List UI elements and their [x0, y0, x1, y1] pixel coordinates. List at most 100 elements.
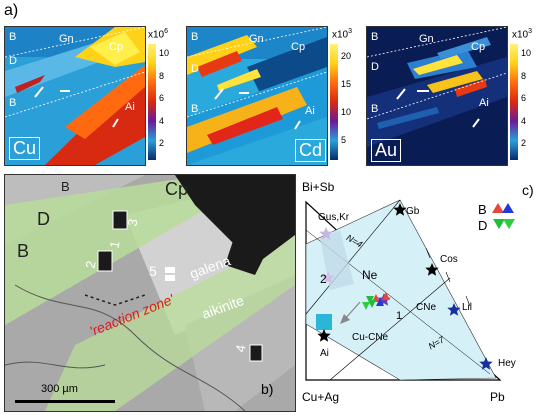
star-cos: [425, 263, 439, 276]
cu-tick: 2: [159, 138, 165, 148]
cd-scale-ticks: 20 15 10 5: [341, 42, 351, 154]
cd-tick: 20: [341, 51, 352, 61]
panel-b-label-cp: Cp: [165, 179, 189, 199]
data-triangle-1: [376, 298, 384, 306]
cd-label-ai: Ai: [305, 105, 315, 117]
cu-tick: 10: [159, 48, 170, 58]
label-ai: Ai: [320, 348, 329, 359]
ternary-diagram: [305, 199, 502, 381]
panel-a: a) B D B Gn Cp Ai Cu x106 10 8: [0, 0, 550, 168]
label-gb: Gb: [406, 206, 420, 217]
cd-label-b1: B: [191, 31, 199, 43]
legend-triangles-b: [492, 203, 515, 213]
cu-exponent-power: 6: [164, 28, 169, 35]
ai-square-marker: [316, 314, 332, 330]
legend-label-b: B: [478, 202, 487, 217]
cu-scale-ticks: 10 8 6 4 2: [159, 42, 169, 155]
cd-exponent-power: 3: [348, 28, 353, 35]
cd-label-cp: Cp: [291, 41, 306, 53]
cu-label-b1: B: [9, 31, 17, 43]
panel-b-marker-5: 5: [149, 263, 157, 279]
cd-label-b2: B: [191, 103, 199, 115]
corner-label-left: Cu+Ag: [302, 390, 340, 404]
cu-label-ai: Ai: [125, 101, 135, 113]
map-cd: B D B Gn Cp Ai Cd: [186, 26, 328, 166]
label-cu-cne: Cu-CNe: [352, 332, 389, 343]
au-tick: 6: [521, 93, 527, 103]
map-au-image: [367, 27, 507, 165]
au-tick: 8: [521, 70, 527, 81]
cd-element-label: Cd: [295, 139, 327, 162]
map-cu-image: [5, 27, 145, 165]
panel-b-label-b-top: B: [61, 179, 70, 194]
panel-b-label-d: D: [37, 209, 50, 229]
au-tick: 2: [521, 138, 527, 148]
cu-colorbar: [148, 44, 156, 160]
star-gb: [393, 203, 407, 216]
panel-c: c) Bi+Sb Cu+Ag Pb Gb Gus,Kr Cos Ne CNe L…: [300, 174, 546, 410]
au-colorbar: [510, 44, 518, 160]
label-lil: Lil: [462, 302, 473, 313]
cu-tick: 6: [159, 93, 165, 103]
label-ne: Ne: [362, 268, 378, 282]
legend-triangles-d: [493, 219, 516, 229]
star-ai: [317, 329, 331, 342]
cd-exponent: x103: [332, 28, 352, 40]
panel-b-scale-bar-label: 300 µm: [41, 383, 78, 395]
star-hey: [479, 357, 493, 370]
cd-tick: 10: [341, 107, 352, 117]
field-region: [305, 199, 497, 381]
au-label-b1: B: [371, 31, 379, 43]
au-exponent-base: x10: [512, 29, 529, 41]
map-cu: B D B Gn Cp Ai Cu: [4, 26, 146, 166]
data-triangle-3: [362, 302, 370, 310]
au-tick: 4: [521, 115, 527, 126]
au-label-cp: Cp: [471, 41, 486, 53]
au-tick: 10: [521, 48, 532, 58]
legend-label-d: D: [478, 218, 488, 233]
apex-label-top: Bi+Sb: [302, 180, 335, 194]
au-label-ai: Ai: [479, 97, 489, 109]
panel-b-label: b): [261, 381, 274, 397]
au-element-label: Au: [371, 139, 402, 162]
panel-a-label: a): [4, 2, 19, 19]
cd-label-gn: Gn: [249, 33, 264, 45]
map-cd-image: [187, 27, 327, 165]
label-cos: Cos: [440, 254, 458, 265]
au-label-b2: B: [371, 103, 379, 115]
star-gus-2: [321, 271, 335, 284]
star-gus-kr: [319, 227, 333, 240]
cu-label-d: D: [9, 55, 17, 67]
cu-tick: 8: [159, 70, 165, 81]
panel-b: B D B Cp galena aikinite 'reaction zone'…: [4, 174, 296, 412]
au-label-d: D: [371, 61, 379, 73]
cd-tick: 5: [341, 135, 347, 145]
ternary-star-layer: [317, 203, 493, 370]
cd-colorbar: [330, 44, 338, 160]
panel-c-label: c): [522, 182, 534, 198]
star-lil: [447, 303, 461, 316]
cu-exponent: x106: [148, 28, 168, 40]
au-scale-ticks: 10 8 6 4 2: [521, 42, 531, 155]
cu-element-label: Cu: [9, 137, 41, 160]
legend-item-d: D: [478, 218, 517, 234]
au-exponent: x103: [512, 28, 532, 40]
label-cne: CNe: [416, 302, 437, 313]
label-gus-kr: Gus,Kr: [318, 212, 350, 223]
legend: B D: [478, 202, 517, 234]
field-label-1: 1: [396, 310, 403, 322]
cu-label-cp: Cp: [109, 41, 124, 53]
panel-b-label-b-left: B: [17, 241, 30, 261]
label-hey: Hey: [498, 358, 516, 369]
corner-label-right: Pb: [490, 390, 505, 404]
cu-label-b2: B: [9, 97, 17, 109]
au-exponent-power: 3: [528, 28, 533, 35]
cu-label-gn: Gn: [59, 33, 74, 45]
data-triangle-4: [382, 292, 390, 300]
cd-label-d: D: [191, 63, 199, 75]
data-triangle-5: [366, 296, 374, 304]
cu-exponent-base: x10: [148, 29, 165, 41]
bse-image: [5, 175, 295, 411]
legend-item-b: B: [478, 202, 517, 218]
cd-exponent-base: x10: [332, 29, 349, 41]
